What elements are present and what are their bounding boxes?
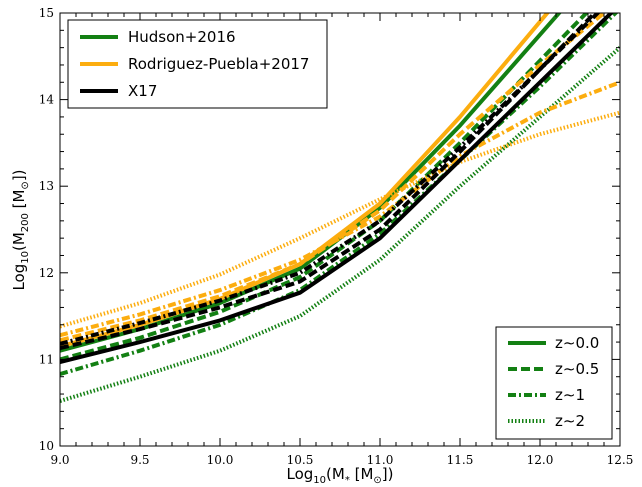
x-tick-label: 10.0 [207,453,234,467]
legend-label-z2: z∼2 [555,412,585,430]
series-layer [60,13,620,403]
y-tick-label: 14 [39,93,55,107]
x-tick-label: 9.0 [50,453,69,467]
legend-label-z0: z∼0.0 [555,334,599,352]
series-line-x17-z1 [60,13,601,346]
y-axis-label: Log10(M200 [M⊙]) [10,169,31,290]
series-line-hudson-2016-z2 [60,46,620,403]
series-line-x17-z0-0 [60,13,614,364]
y-tick-label: 12 [39,266,54,280]
x-tick-label: 11.5 [447,453,474,467]
tick-layer: 9.0 9.5 10.0 10.5 11.0 11.5 12.0 12.5 10 11 12 13 14… [39,6,634,467]
legend-label-z05: z∼0.5 [555,360,599,378]
series-line-rodriguez-puebla-2017-z2 [60,110,620,329]
legend-redshift: z∼0.0 z∼0.5 z∼1 z∼2 [495,326,613,440]
legend-label-hudson: Hudson+2016 [128,28,236,46]
series-line-hudson-2016-z1 [60,13,619,377]
y-tick-label: 10 [39,439,54,453]
legend-label-rodriguez-puebla: Rodriguez-Puebla+2017 [128,55,309,73]
y-tick-label: 13 [39,179,54,193]
legend-models: Hudson+2016 Rodriguez-Puebla+2017 X17 [67,19,328,109]
series-line-rodriguez-puebla-2017-z1 [60,80,620,338]
x-tick-label: 12.0 [527,453,554,467]
x-tick-label: 12.5 [607,453,634,467]
x-tick-label: 11.0 [367,453,394,467]
plot-frame [59,12,621,447]
series-line-rodriguez-puebla-2017-z0-5 [60,13,608,343]
legend-label-z1: z∼1 [555,386,585,404]
x-tick-label: 9.5 [130,453,149,467]
y-tick-label: 15 [39,6,54,20]
legend-label-x17: X17 [128,82,157,100]
x-axis-label: Log10(M* [M⊙]) [287,465,394,486]
y-tick-label: 11 [39,352,54,366]
x-tick-label: 10.5 [287,453,314,467]
